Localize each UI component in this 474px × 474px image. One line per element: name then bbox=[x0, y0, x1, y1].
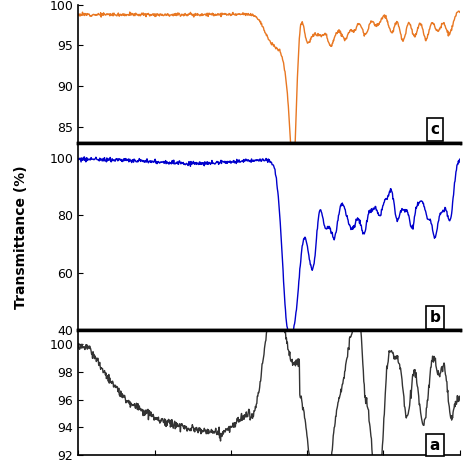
Text: c: c bbox=[430, 122, 439, 137]
Text: b: b bbox=[429, 310, 440, 325]
Text: Transmittance (%): Transmittance (%) bbox=[14, 165, 28, 309]
Text: a: a bbox=[430, 438, 440, 453]
